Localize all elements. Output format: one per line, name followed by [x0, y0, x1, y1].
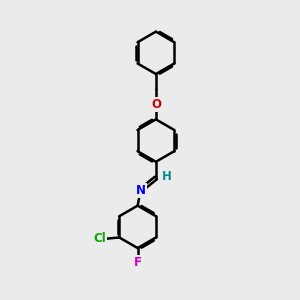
Text: N: N [136, 184, 146, 197]
Text: H: H [162, 170, 172, 183]
Text: O: O [151, 98, 161, 111]
Text: Cl: Cl [93, 232, 106, 245]
Text: F: F [134, 256, 142, 269]
